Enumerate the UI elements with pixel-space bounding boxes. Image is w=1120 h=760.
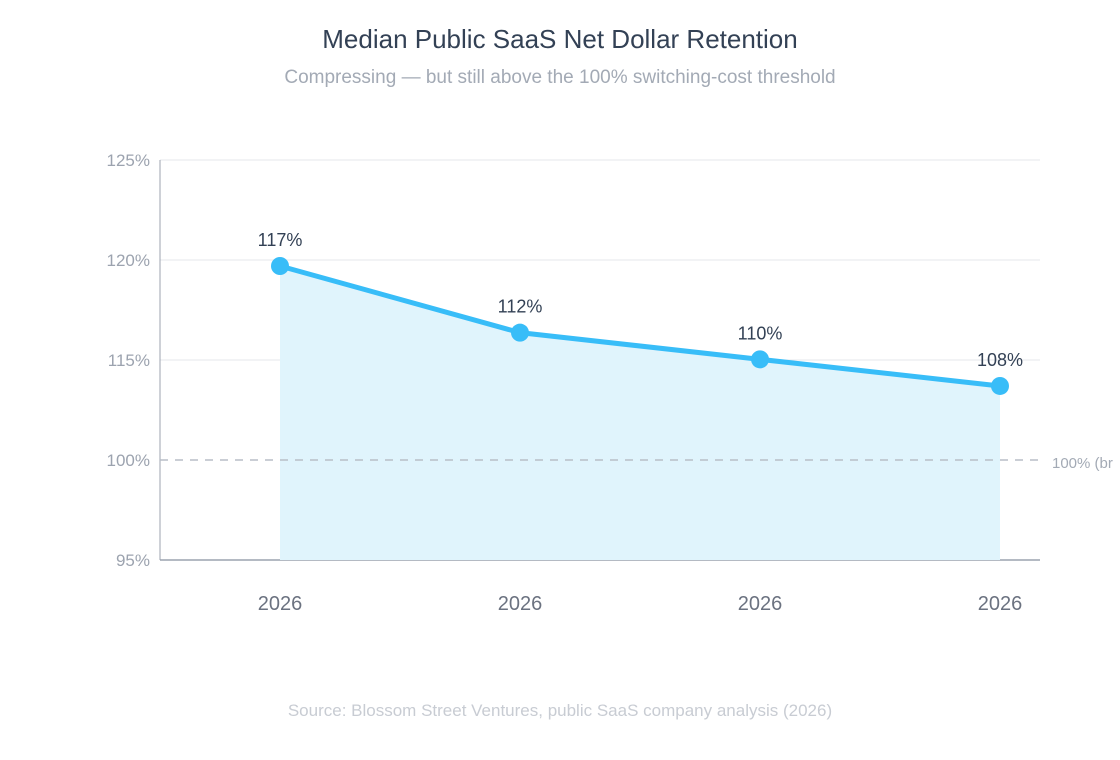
data-point [271,257,289,275]
data-label: 112% [498,297,543,317]
data-point [991,376,1009,395]
y-tick-label: 95% [116,551,150,570]
data-label: 110% [738,323,783,343]
y-tick-label: 120% [107,251,150,270]
area-fill [280,266,1000,560]
y-tick-label: 125% [107,151,150,170]
x-tick-label: 2026 [738,593,783,615]
chart-source: Source: Blossom Street Ventures, public … [288,701,832,720]
data-label: 108% [977,350,1023,370]
reference-line-label: 100% (br [1052,455,1113,472]
x-tick-label: 2026 [258,593,303,615]
y-tick-label: 115% [108,351,150,370]
chart-subtitle: Compressing — but still above the 100% s… [284,67,835,88]
data-point [511,323,529,342]
series-line [279,263,1001,389]
x-tick-label: 2026 [498,593,543,615]
data-label: 117% [258,230,303,250]
data-point [751,350,769,369]
x-tick-label: 2026 [978,593,1023,615]
y-tick-label: 100% [107,451,150,470]
chart-title: Median Public SaaS Net Dollar Retention [322,24,797,54]
